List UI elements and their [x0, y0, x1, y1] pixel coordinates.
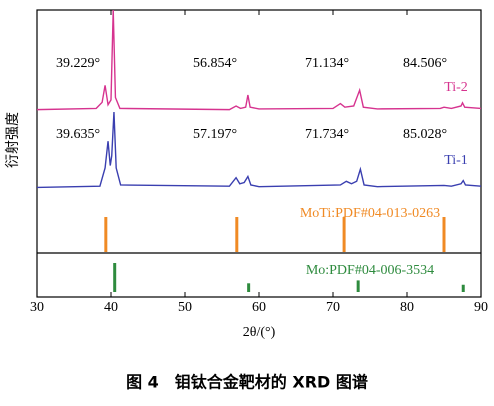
peak-label: 84.506° [403, 56, 447, 71]
reference-bar [235, 217, 239, 252]
series-label: Ti-2 [444, 80, 468, 95]
peak-label: 71.734° [305, 127, 349, 142]
peak-label: 85.028° [403, 127, 447, 142]
plot-frame [36, 9, 482, 298]
reference-bar [356, 280, 360, 292]
x-tick-label: 40 [104, 300, 118, 315]
reference-bar [113, 263, 117, 292]
peak-label: 39.229° [56, 56, 100, 71]
x-tick-label: 70 [326, 300, 340, 315]
x-tick-label: 30 [30, 300, 44, 315]
x-axis-label: 2θ/(°) [243, 325, 276, 340]
series-label: Ti-1 [444, 153, 468, 168]
x-tick-label: 90 [474, 300, 488, 315]
reference-bar [104, 217, 108, 252]
curve [36, 112, 482, 189]
reference-label: MoTi:PDF#04-013-0263 [300, 206, 440, 221]
reference-bar [247, 283, 251, 292]
peak-label: 71.134° [305, 56, 349, 71]
peak-label: 57.197° [193, 127, 237, 142]
curve [36, 9, 482, 111]
reference-bar [461, 284, 465, 292]
caption: 图 4 钼钛合金靶材的 XRD 图谱 [126, 373, 368, 392]
peak-label: 56.854° [193, 56, 237, 71]
reference-label: Mo:PDF#04-006-3534 [306, 263, 434, 278]
x-tick-label: 50 [178, 300, 192, 315]
x-tick-label: 60 [252, 300, 266, 315]
x-tick-label: 80 [400, 300, 414, 315]
reference-bar [342, 217, 346, 252]
peak-label: 39.635° [56, 127, 100, 142]
y-axis-label: 衍射强度 [5, 112, 21, 168]
reference-bar [442, 217, 446, 252]
